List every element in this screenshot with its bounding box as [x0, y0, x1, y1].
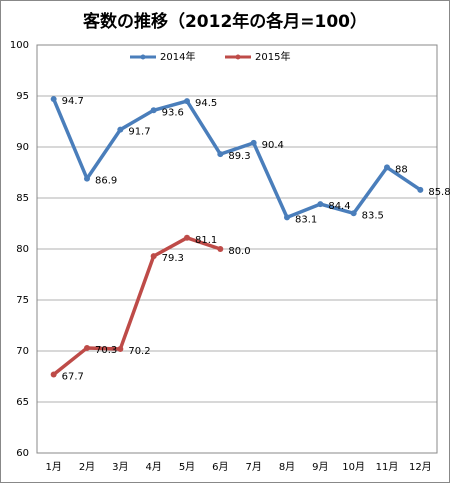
data-label: 70.3 — [95, 345, 117, 356]
legend-marker — [140, 54, 146, 60]
data-label: 93.6 — [162, 107, 184, 118]
y-tick-label: 100 — [10, 40, 29, 51]
point — [150, 107, 157, 114]
data-label: 81.1 — [195, 235, 217, 246]
point — [317, 201, 324, 208]
series-line — [52, 98, 422, 220]
data-label: 90.4 — [262, 140, 284, 151]
point — [184, 234, 190, 241]
data-label: 67.7 — [62, 371, 84, 382]
data-label: 70.2 — [128, 346, 150, 357]
point — [250, 139, 257, 146]
y-tick-label: 75 — [16, 295, 29, 306]
data-label: 83.5 — [362, 210, 384, 221]
y-tick-label: 95 — [16, 91, 29, 102]
data-label: 89.3 — [228, 151, 250, 162]
data-label: 84.4 — [328, 201, 350, 212]
legend-label: 2015年 — [255, 50, 290, 63]
x-tick-label: 2月 — [79, 461, 95, 473]
x-tick-label: 6月 — [212, 461, 228, 473]
point — [350, 210, 357, 217]
point — [117, 126, 124, 133]
data-label: 86.9 — [95, 176, 117, 187]
x-tick-label: 4月 — [145, 461, 161, 473]
data-label: 91.7 — [128, 127, 150, 138]
point — [417, 186, 424, 193]
x-tick-label: 9月 — [312, 461, 328, 473]
x-tick-label: 12月 — [409, 461, 432, 473]
data-label: 94.7 — [62, 96, 84, 107]
data-label: 85.8 — [428, 187, 450, 198]
y-tick-label: 85 — [16, 193, 29, 204]
x-tick-label: 11月 — [376, 461, 399, 473]
point — [50, 371, 57, 378]
y-tick-label: 80 — [16, 244, 29, 255]
data-label: 94.5 — [195, 98, 217, 109]
data-label: 79.3 — [162, 253, 184, 264]
data-label: 80.0 — [228, 246, 250, 257]
x-tick-label: 1月 — [45, 461, 61, 473]
data-label: 88 — [395, 164, 408, 175]
point — [150, 253, 157, 260]
point — [84, 344, 90, 351]
x-tick-label: 10月 — [342, 461, 365, 473]
point — [117, 345, 124, 352]
point — [217, 246, 224, 252]
series-line — [52, 236, 221, 376]
x-tick-label: 5月 — [179, 461, 195, 473]
point — [284, 214, 290, 221]
y-tick-label: 70 — [16, 346, 29, 357]
x-tick-label: 3月 — [112, 461, 128, 473]
point — [217, 151, 224, 158]
data-label: 83.1 — [295, 214, 317, 225]
y-tick-label: 65 — [16, 397, 29, 408]
point — [50, 96, 57, 103]
chart-title: 客数の推移（2012年の各月=100） — [82, 11, 367, 32]
x-tick-label: 8月 — [279, 461, 295, 473]
plot-border — [36, 44, 438, 454]
y-tick-label: 60 — [16, 448, 29, 459]
legend-marker — [235, 54, 241, 60]
x-tick-label: 7月 — [245, 461, 261, 473]
point — [84, 175, 90, 182]
point — [184, 98, 190, 105]
point — [384, 164, 390, 171]
legend-label: 2014年 — [160, 50, 195, 63]
y-tick-label: 90 — [16, 142, 29, 153]
